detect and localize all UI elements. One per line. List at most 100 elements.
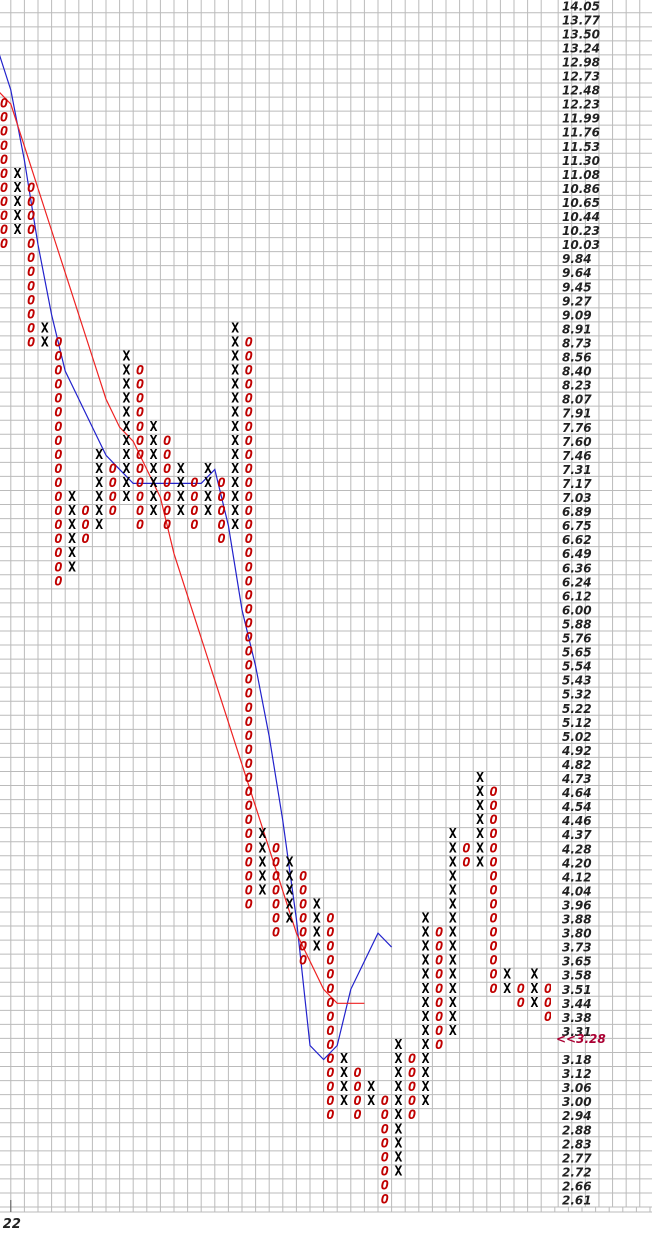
price-tick-label: 3.06 xyxy=(562,1081,592,1095)
price-tick-label: 9.84 xyxy=(562,252,592,266)
x-mark: X xyxy=(231,406,239,421)
price-tick-label: 9.27 xyxy=(562,294,592,308)
o-mark: O xyxy=(27,321,35,336)
o-mark: O xyxy=(245,869,253,884)
o-mark: O xyxy=(245,701,253,716)
x-mark: X xyxy=(231,518,239,533)
o-mark: O xyxy=(109,504,117,519)
o-mark: O xyxy=(245,560,253,575)
o-mark: O xyxy=(326,912,334,927)
o-mark: O xyxy=(82,518,90,533)
x-mark: X xyxy=(449,968,457,983)
price-tick-label: 12.23 xyxy=(562,98,600,112)
x-mark: X xyxy=(422,968,430,983)
o-mark: O xyxy=(435,1038,443,1053)
price-tick-label: 4.46 xyxy=(561,814,592,828)
price-tick-label: 4.28 xyxy=(561,842,592,856)
x-mark: X xyxy=(95,462,103,477)
x-mark: X xyxy=(476,771,484,786)
x-mark: X xyxy=(14,181,22,196)
o-mark: O xyxy=(326,1066,334,1081)
price-tick-label: 5.54 xyxy=(562,660,592,674)
o-mark: O xyxy=(490,912,498,927)
o-mark: O xyxy=(54,448,62,463)
o-mark: O xyxy=(136,476,144,491)
o-mark: O xyxy=(136,490,144,505)
o-mark: O xyxy=(408,1066,416,1081)
o-mark: O xyxy=(354,1066,362,1081)
o-mark: O xyxy=(544,1010,552,1025)
price-tick-label: 7.17 xyxy=(562,477,592,491)
o-mark: O xyxy=(163,462,171,477)
o-mark: O xyxy=(490,785,498,800)
x-mark: X xyxy=(231,434,239,449)
price-tick-label: 3.12 xyxy=(562,1067,592,1081)
o-mark: O xyxy=(109,476,117,491)
price-tick-label: 4.54 xyxy=(561,800,592,814)
o-mark: O xyxy=(163,448,171,463)
price-tick-label: 6.49 xyxy=(562,547,592,561)
price-tick-label: 11.30 xyxy=(562,154,600,168)
x-mark: X xyxy=(476,813,484,828)
x-mark: X xyxy=(177,476,185,491)
o-mark: O xyxy=(27,195,35,210)
o-mark: O xyxy=(218,476,226,491)
o-mark: O xyxy=(245,574,253,589)
o-mark: O xyxy=(490,926,498,941)
price-tick-label: 4.04 xyxy=(561,884,592,898)
x-mark: X xyxy=(231,448,239,463)
x-mark: X xyxy=(231,364,239,379)
price-tick-label: 3.00 xyxy=(562,1095,592,1109)
o-mark: O xyxy=(490,827,498,842)
o-mark: O xyxy=(326,1052,334,1067)
x-mark: X xyxy=(449,841,457,856)
x-mark: X xyxy=(449,855,457,870)
price-tick-label: 10.03 xyxy=(562,238,600,252)
o-mark: O xyxy=(245,420,253,435)
x-mark: X xyxy=(122,378,130,393)
x-mark: X xyxy=(231,420,239,435)
price-tick-label: 3.44 xyxy=(562,997,592,1011)
price-tick-label: 13.24 xyxy=(562,41,600,55)
price-tick-label: 3.88 xyxy=(562,913,592,927)
x-mark: X xyxy=(231,476,239,491)
o-mark: O xyxy=(299,869,307,884)
x-mark: X xyxy=(122,448,130,463)
x-mark: X xyxy=(231,335,239,350)
o-mark: O xyxy=(299,883,307,898)
o-mark: O xyxy=(245,392,253,407)
price-tick-label: 7.76 xyxy=(562,421,592,435)
o-mark: O xyxy=(326,996,334,1011)
price-tick-label: 12.73 xyxy=(562,70,600,84)
x-mark: X xyxy=(449,869,457,884)
price-tick-label: 8.23 xyxy=(562,379,592,393)
price-tick-label: 6.36 xyxy=(562,561,592,575)
date-tick-label: 22 xyxy=(3,1217,21,1232)
x-mark: X xyxy=(204,476,212,491)
price-tick-label: 11.53 xyxy=(562,140,600,154)
o-mark: O xyxy=(245,645,253,660)
o-mark: O xyxy=(0,237,8,252)
o-mark: O xyxy=(326,940,334,955)
o-mark: O xyxy=(435,940,443,955)
x-mark: X xyxy=(258,827,266,842)
o-mark: O xyxy=(27,279,35,294)
moving-average-line-2 xyxy=(0,92,365,1004)
price-axis: 2.612.662.722.772.832.882.943.003.063.12… xyxy=(550,0,652,1208)
price-tick-label: 10.86 xyxy=(562,182,600,196)
x-mark: X xyxy=(422,982,430,997)
price-tick-label: 13.77 xyxy=(562,13,601,27)
price-tick-label: 5.88 xyxy=(562,617,592,631)
price-tick-label: 6.12 xyxy=(562,589,592,603)
price-tick-label: 11.76 xyxy=(562,126,600,140)
o-mark: O xyxy=(136,448,144,463)
x-mark: X xyxy=(286,897,294,912)
o-mark: O xyxy=(27,307,35,322)
o-mark: O xyxy=(54,518,62,533)
x-mark: X xyxy=(150,420,158,435)
o-mark: O xyxy=(245,462,253,477)
o-mark: O xyxy=(190,490,198,505)
o-mark: O xyxy=(218,532,226,547)
x-mark: X xyxy=(231,490,239,505)
